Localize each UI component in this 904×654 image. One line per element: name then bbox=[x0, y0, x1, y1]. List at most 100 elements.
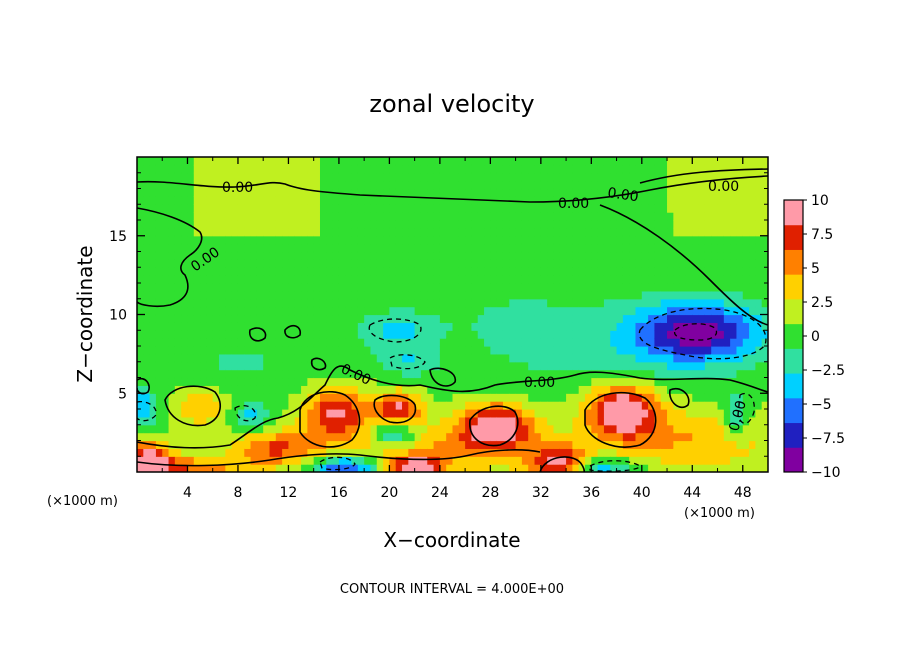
field-cell bbox=[301, 346, 308, 355]
field-cell bbox=[490, 322, 498, 331]
field-cell bbox=[244, 157, 252, 166]
field-cell bbox=[439, 298, 447, 308]
field-cell bbox=[654, 172, 662, 182]
field-cell bbox=[231, 377, 239, 386]
field-cell bbox=[427, 424, 435, 434]
field-cell bbox=[534, 212, 542, 221]
field-cell bbox=[357, 314, 365, 323]
field-cell bbox=[237, 243, 245, 253]
field-cell bbox=[143, 157, 151, 166]
field-cell bbox=[648, 361, 656, 371]
field-cell bbox=[755, 243, 763, 253]
colorbar-swatch bbox=[784, 348, 803, 374]
field-cell bbox=[345, 377, 353, 386]
field-cell bbox=[704, 267, 712, 276]
field-cell bbox=[559, 330, 567, 339]
field-cell bbox=[383, 180, 390, 190]
field-cell bbox=[420, 251, 428, 260]
field-cell bbox=[648, 283, 656, 292]
field-cell bbox=[458, 275, 466, 284]
field-cell bbox=[528, 283, 536, 292]
field-cell bbox=[143, 330, 151, 339]
field-cell bbox=[566, 227, 573, 237]
field-cell bbox=[528, 416, 536, 426]
field-cell bbox=[402, 432, 409, 442]
field-cell bbox=[698, 416, 706, 426]
field-cell bbox=[528, 298, 536, 308]
field-cell bbox=[717, 164, 725, 174]
field-cell bbox=[641, 361, 649, 371]
field-cell bbox=[275, 283, 283, 292]
field-cell bbox=[755, 180, 763, 190]
field-cell bbox=[736, 243, 744, 253]
field-cell bbox=[717, 204, 725, 213]
field-cell bbox=[168, 369, 176, 379]
field-cell bbox=[193, 377, 201, 386]
field-cell bbox=[585, 338, 592, 347]
field-cell bbox=[610, 290, 618, 300]
field-cell bbox=[383, 290, 390, 300]
field-cell bbox=[667, 212, 674, 221]
field-cell bbox=[389, 330, 397, 339]
field-cell bbox=[225, 464, 233, 472]
field-cell bbox=[137, 448, 144, 457]
field-cell bbox=[572, 290, 580, 300]
contour-small-1 bbox=[248, 327, 267, 342]
field-cell bbox=[547, 385, 555, 394]
field-cell bbox=[187, 338, 195, 347]
field-cell bbox=[282, 164, 290, 174]
field-cell bbox=[187, 346, 195, 355]
field-cell bbox=[364, 227, 372, 237]
field-cell bbox=[610, 164, 618, 174]
field-cell bbox=[181, 432, 189, 442]
field-cell bbox=[585, 306, 592, 316]
field-cell bbox=[534, 448, 542, 457]
field-cell bbox=[742, 259, 750, 268]
field-cell bbox=[269, 377, 277, 386]
field-cell bbox=[212, 259, 220, 268]
field-cell bbox=[212, 361, 220, 371]
field-cell bbox=[547, 424, 555, 434]
field-cell bbox=[282, 290, 290, 300]
field-cell bbox=[502, 251, 510, 260]
field-cell bbox=[364, 330, 372, 339]
field-cell bbox=[496, 314, 504, 323]
field-cell bbox=[521, 306, 529, 316]
field-cell bbox=[395, 157, 403, 166]
field-cell bbox=[313, 196, 321, 205]
field-cell bbox=[616, 377, 624, 386]
contour-closed-38 bbox=[584, 391, 657, 448]
field-cell bbox=[603, 220, 611, 229]
field-cell bbox=[654, 322, 662, 331]
field-cell bbox=[578, 259, 586, 268]
field-cell bbox=[755, 188, 763, 197]
field-cell bbox=[673, 283, 681, 292]
field-cell bbox=[446, 227, 454, 237]
field-cell bbox=[275, 204, 283, 213]
field-cell bbox=[585, 369, 592, 379]
field-cell bbox=[225, 188, 233, 197]
field-cell bbox=[244, 290, 252, 300]
field-cell bbox=[149, 243, 157, 253]
field-cell bbox=[402, 180, 409, 190]
field-cell bbox=[610, 346, 618, 355]
field-cell bbox=[446, 330, 454, 339]
field-cell bbox=[319, 369, 327, 379]
field-cell bbox=[465, 338, 473, 347]
field-cell bbox=[528, 338, 536, 347]
field-cell bbox=[471, 416, 479, 426]
field-cell bbox=[502, 385, 510, 394]
field-cell bbox=[755, 464, 763, 472]
field-cell bbox=[685, 188, 693, 197]
field-cell bbox=[313, 432, 321, 442]
field-cell bbox=[269, 448, 277, 457]
field-cell bbox=[338, 353, 346, 363]
field-cell bbox=[471, 251, 479, 260]
field-cell bbox=[534, 353, 542, 363]
field-cell bbox=[572, 204, 580, 213]
field-cell bbox=[736, 188, 744, 197]
y-tick-label: 10 bbox=[109, 308, 127, 324]
field-cell bbox=[742, 188, 750, 197]
field-cell bbox=[471, 204, 479, 213]
field-cell bbox=[439, 164, 447, 174]
